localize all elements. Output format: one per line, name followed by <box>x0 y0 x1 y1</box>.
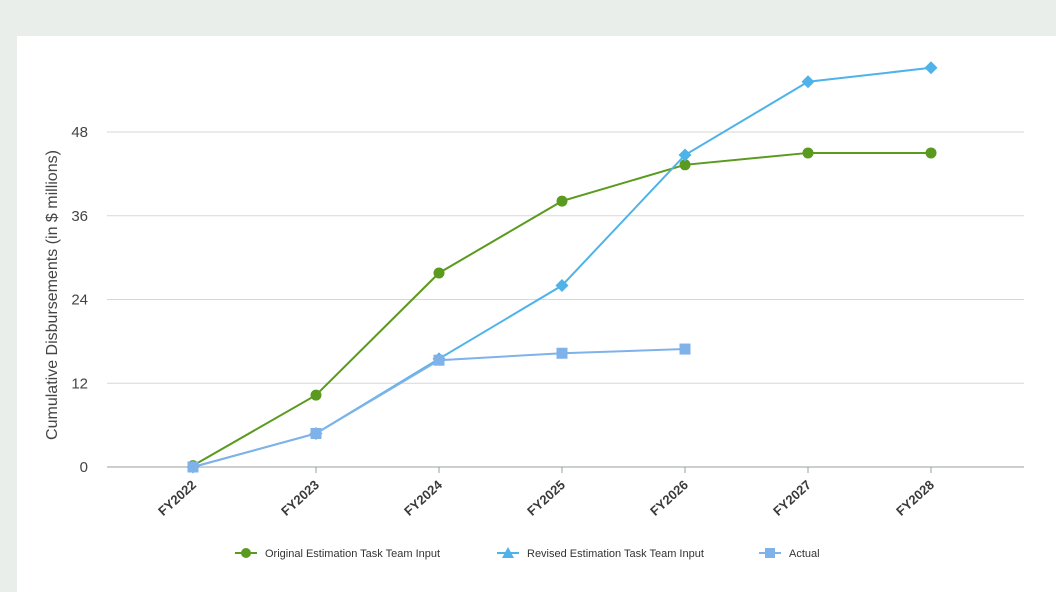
series-1 <box>187 147 937 472</box>
line-chart: 0 12 24 36 48 FY2022 FY2023 FY2024 FY2025 FY2026… <box>44 61 1024 560</box>
data-point <box>310 389 322 401</box>
x-tick-label: FY2028 <box>893 477 937 519</box>
x-tick-label: FY2027 <box>770 477 814 519</box>
legend-label: Revised Estimation Task Team Input <box>527 548 704 560</box>
legend-marker <box>765 548 775 558</box>
data-point <box>556 195 568 207</box>
legend-item[interactable]: Original Estimation Task Team Input <box>235 548 440 560</box>
data-point <box>187 461 199 473</box>
data-point <box>433 267 445 279</box>
legend-item[interactable]: Actual <box>759 548 820 560</box>
y-axis-title: Cumulative Disbursements (in $ millions) <box>44 150 61 440</box>
x-tick-label: FY2022 <box>155 477 199 519</box>
x-tick-label: FY2023 <box>278 477 322 519</box>
legend-marker <box>502 547 514 558</box>
legend-item[interactable]: Revised Estimation Task Team Input <box>497 547 704 560</box>
data-point <box>555 279 569 293</box>
data-point <box>924 61 938 75</box>
data-point <box>310 428 322 439</box>
data-point <box>801 75 815 89</box>
data-point <box>802 147 814 159</box>
data-point <box>925 147 937 159</box>
x-tick-label: FY2025 <box>524 477 568 519</box>
y-tick-label: 36 <box>71 208 88 225</box>
series-line <box>192 348 686 468</box>
legend-marker <box>241 548 251 558</box>
legend-label: Actual <box>789 548 820 560</box>
data-point <box>556 347 568 359</box>
data-point <box>678 148 692 162</box>
data-point <box>679 159 691 171</box>
x-tick-label: FY2024 <box>401 477 445 519</box>
series-3 <box>187 343 691 473</box>
series-line <box>192 66 932 468</box>
legend: Original Estimation Task Team Input Revis… <box>235 547 820 560</box>
data-point <box>679 343 691 355</box>
data-point <box>433 354 445 366</box>
x-tick-label: FY2026 <box>647 477 691 519</box>
series-2 <box>186 61 938 474</box>
y-tick-label: 12 <box>71 375 88 392</box>
chart-panel: 0 12 24 36 48 FY2022 FY2023 FY2024 FY2025 FY2026… <box>17 36 1056 592</box>
y-tick-label: 48 <box>71 124 88 141</box>
y-tick-label: 0 <box>80 459 88 476</box>
legend-label: Original Estimation Task Team Input <box>265 548 440 560</box>
y-tick-label: 24 <box>71 292 88 309</box>
